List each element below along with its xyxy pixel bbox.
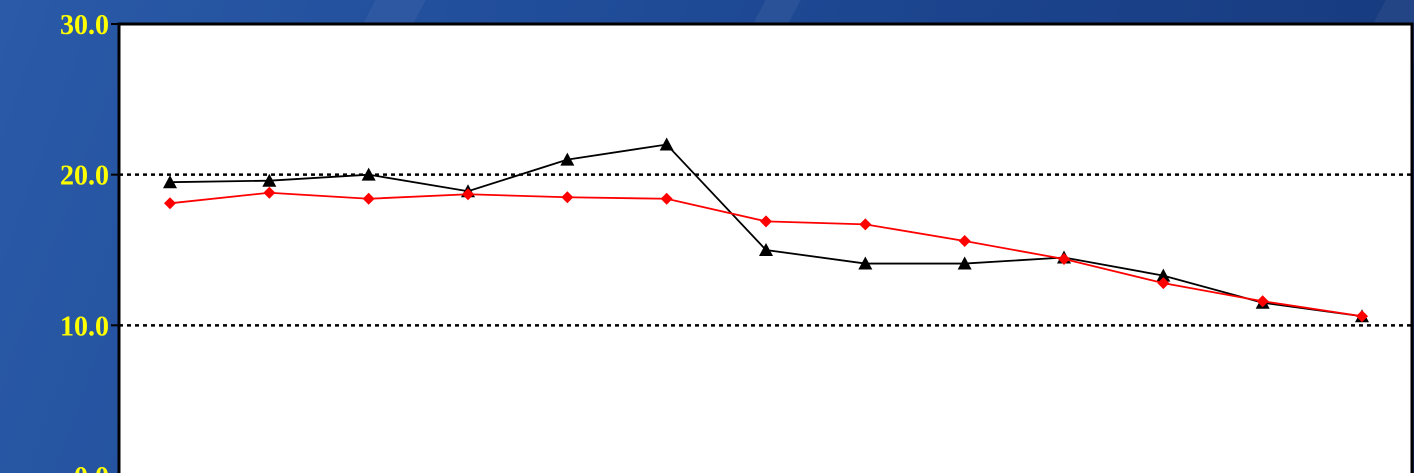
data-point-diamond (859, 218, 872, 231)
y-axis-ticks: 0.0 10.0 20.0 30.0 (60, 10, 119, 473)
data-point-diamond (1058, 253, 1070, 266)
series-layer (163, 137, 1369, 323)
data-point-diamond (1356, 310, 1368, 323)
y-tick-label: 20.0 (60, 161, 109, 192)
data-point-triangle (262, 173, 277, 187)
y-tick-label: 10.0 (60, 311, 109, 342)
data-point-diamond (362, 192, 375, 205)
data-point-diamond (164, 197, 176, 210)
data-point-triangle (560, 152, 575, 166)
data-point-diamond (958, 234, 971, 247)
data-point-triangle (759, 243, 773, 256)
y-tick-label: 0.0 (74, 462, 109, 473)
data-point-triangle (858, 256, 873, 270)
data-point-diamond (1256, 295, 1269, 308)
data-point-triangle (163, 175, 177, 189)
data-point-diamond (462, 188, 474, 201)
data-point-triangle (1156, 268, 1171, 282)
data-point-triangle (361, 167, 376, 181)
data-point-diamond (660, 192, 673, 205)
data-point-diamond (1157, 277, 1170, 290)
series-2 (164, 186, 1368, 323)
data-point-diamond (760, 215, 772, 228)
y-tick-label: 30.0 (60, 10, 109, 41)
data-point-diamond (561, 191, 574, 204)
data-point-triangle (957, 256, 972, 270)
data-point-triangle (659, 137, 674, 151)
data-point-diamond (263, 186, 276, 199)
